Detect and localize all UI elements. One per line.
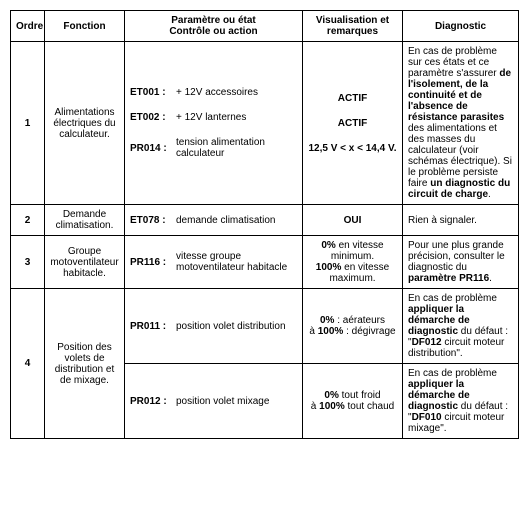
table-row: 1Alimentations électriques du calculateu… xyxy=(11,42,519,205)
visu-cell: 0% en vitesse minimum.100% en vitesse ma… xyxy=(303,236,403,289)
param-code: PR012 : xyxy=(130,396,170,407)
param-cell: PR012 : position volet mixage xyxy=(125,364,303,439)
diag-cell: En cas de problème sur ces états et ce p… xyxy=(403,42,519,205)
diag-cell: Rien à signaler. xyxy=(403,205,519,236)
fonction-cell: Demande climatisation. xyxy=(45,205,125,236)
param-text: position volet mixage xyxy=(176,396,297,407)
header-diag: Diagnostic xyxy=(403,11,519,42)
fonction-cell: Groupe motoventilateur habitacle. xyxy=(45,236,125,289)
table-row: 3Groupe motoventilateur habitacle.PR116 … xyxy=(11,236,519,289)
param-text: position volet distribution xyxy=(176,321,297,332)
param-cell: ET001 :+ 12V accessoiresET002 :+ 12V lan… xyxy=(125,42,303,205)
ordre-cell: 4 xyxy=(11,289,45,439)
param-text: vitesse groupe motoventilateur habitacle xyxy=(176,251,297,273)
header-fonction: Fonction xyxy=(45,11,125,42)
visu-cell: 0% : aérateursà 100% : dégivrage xyxy=(303,289,403,364)
header-row: Ordre Fonction Paramètre ou état Contrôl… xyxy=(11,11,519,42)
param-cell: PR011 : position volet distribution xyxy=(125,289,303,364)
param-cell: ET078 :demande climatisation xyxy=(125,205,303,236)
param-code: PR116 : xyxy=(130,257,170,268)
header-param: Paramètre ou état Contrôle ou action xyxy=(125,11,303,42)
param-cell: PR116 : vitesse groupe motoventilateur ha… xyxy=(125,236,303,289)
fonction-cell: Alimentations électriques du calculateur… xyxy=(45,42,125,205)
diag-cell: En cas de problème appliquer la démarche… xyxy=(403,289,519,364)
ordre-cell: 2 xyxy=(11,205,45,236)
diagnostic-table: Ordre Fonction Paramètre ou état Contrôl… xyxy=(10,10,519,439)
table-row: 4Position des volets de distribution et … xyxy=(11,289,519,364)
param-code: PR011 : xyxy=(130,321,170,332)
fonction-cell: Position des volets de distribution et d… xyxy=(45,289,125,439)
ordre-cell: 3 xyxy=(11,236,45,289)
ordre-cell: 1 xyxy=(11,42,45,205)
header-visu: Visualisation et remarques xyxy=(303,11,403,42)
visu-cell: ACTIFACTIF12,5 V < x < 14,4 V. xyxy=(303,42,403,205)
visu-cell: OUI xyxy=(303,205,403,236)
diag-cell: En cas de problème appliquer la démarche… xyxy=(403,364,519,439)
table-row: 2Demande climatisation.ET078 :demande cl… xyxy=(11,205,519,236)
diag-cell: Pour une plus grande précision, consulte… xyxy=(403,236,519,289)
visu-cell: 0% tout froidà 100% tout chaud xyxy=(303,364,403,439)
header-ordre: Ordre xyxy=(11,11,45,42)
